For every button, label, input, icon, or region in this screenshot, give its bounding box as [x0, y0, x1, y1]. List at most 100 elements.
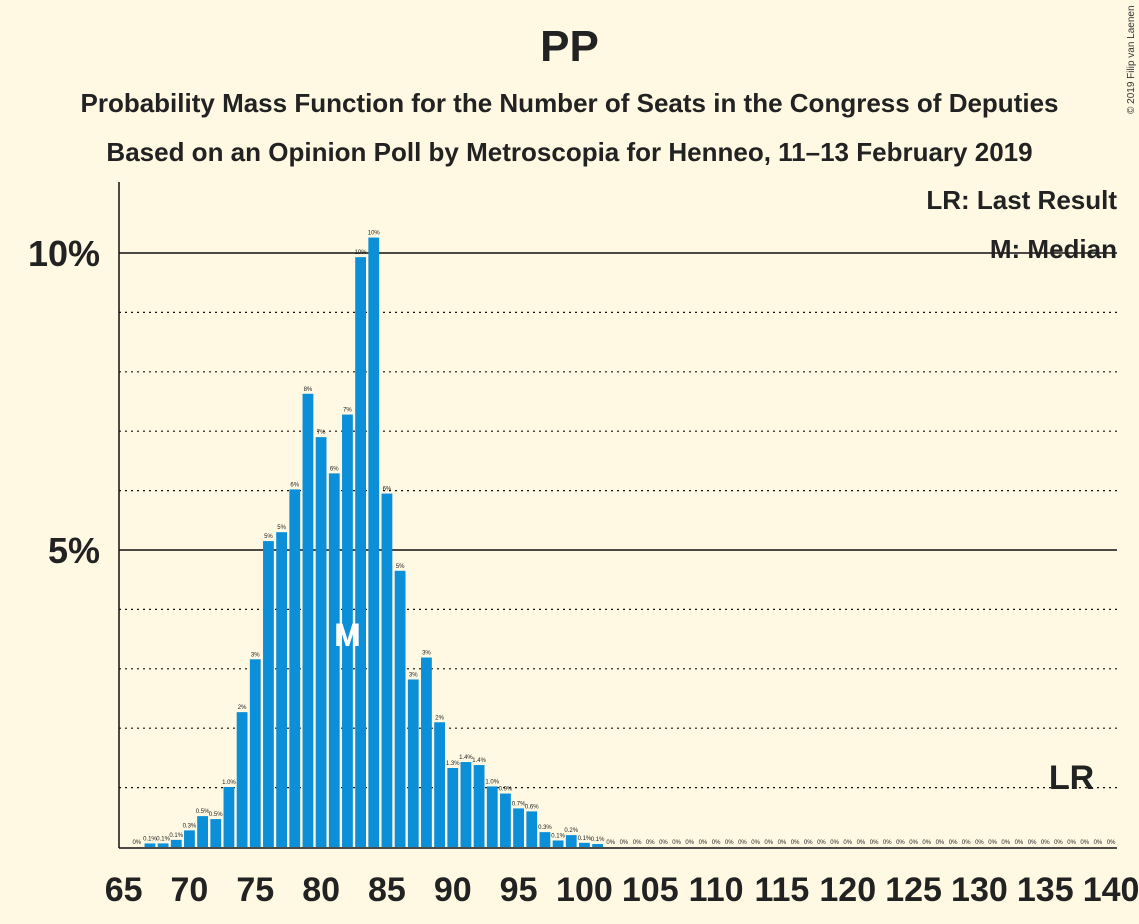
bar-label-80: 7%: [317, 430, 326, 436]
bar-label-76: 5%: [264, 534, 273, 540]
x-tick-95: 95: [500, 871, 538, 909]
bar-90: [447, 767, 459, 847]
bar-label-110: 0%: [712, 840, 721, 846]
bar-label-129: 0%: [962, 840, 971, 846]
bar-label-124: 0%: [896, 840, 905, 846]
bar-label-118: 0%: [817, 840, 826, 846]
x-tick-85: 85: [368, 871, 406, 909]
bar-label-138: 0%: [1080, 840, 1089, 846]
bar-68: [157, 843, 169, 847]
bar-label-103: 0%: [620, 840, 629, 846]
bar-label-108: 0%: [685, 840, 694, 846]
bar-label-94: 0.9%: [499, 787, 513, 793]
bar-86: [394, 570, 406, 847]
bar-label-82: 7%: [343, 408, 352, 414]
bar-label-88: 3%: [422, 651, 431, 657]
axes: [118, 182, 1117, 849]
bar-label-132: 0%: [1001, 840, 1010, 846]
bar-label-105: 0%: [646, 840, 655, 846]
bar-label-119: 0%: [830, 840, 839, 846]
bar-label-140: 0%: [1107, 840, 1116, 846]
bar-label-89: 2%: [435, 715, 444, 721]
legend-median: M: Median: [990, 234, 1117, 264]
bar-label-122: 0%: [870, 840, 879, 846]
bar-101: [592, 844, 603, 847]
bar-label-69: 0.1%: [169, 833, 183, 839]
bar-70: [184, 830, 195, 847]
bar-98: [552, 840, 564, 847]
bar-label-91: 1.4%: [459, 755, 473, 761]
bar-label-84: 10%: [368, 231, 381, 237]
bar-84: [368, 237, 380, 847]
bar-label-104: 0%: [633, 840, 642, 846]
y-tick-5: 5%: [48, 530, 100, 571]
bar-label-117: 0%: [804, 840, 813, 846]
bar-label-120: 0%: [843, 840, 852, 846]
bar-label-95: 0.7%: [512, 801, 526, 807]
x-tick-140: 140: [1083, 871, 1139, 909]
bar-label-121: 0%: [857, 840, 866, 846]
bar-label-123: 0%: [883, 840, 892, 846]
bar-label-126: 0%: [922, 840, 931, 846]
bar-81: [328, 473, 340, 847]
bar-label-101: 0.1%: [591, 837, 605, 843]
bar-87: [407, 679, 419, 847]
bar-76: [263, 541, 274, 847]
bar-label-81: 6%: [330, 466, 339, 472]
legend-last-result: LR: Last Result: [926, 185, 1117, 215]
bar-93: [486, 786, 498, 847]
bar-78: [289, 489, 301, 847]
bar-85: [381, 493, 393, 847]
last-result-marker: LR: [1049, 759, 1094, 797]
bar-label-109: 0%: [699, 840, 708, 846]
bar-label-77: 5%: [277, 525, 286, 531]
markers: M LR: [334, 617, 1094, 797]
x-tick-75: 75: [236, 871, 274, 909]
bar-label-71: 0.5%: [196, 809, 210, 815]
bar-80: [315, 437, 327, 847]
x-tick-105: 105: [622, 871, 679, 909]
bar-73: [223, 787, 235, 847]
bar-92: [473, 765, 485, 847]
bar-95: [513, 808, 524, 847]
bar-label-125: 0%: [909, 840, 918, 846]
bar-71: [197, 816, 209, 847]
bar-label-68: 0.1%: [156, 836, 170, 842]
bar-label-97: 0.3%: [538, 825, 552, 831]
x-tick-70: 70: [171, 871, 209, 909]
bar-91: [460, 762, 472, 847]
bar-label-131: 0%: [988, 840, 997, 846]
bar-88: [421, 657, 432, 847]
bar-label-133: 0%: [1015, 840, 1024, 846]
x-tick-labels: 65 70 75 80 85 90 95 100 105 110 115 120 125 130 135 14…: [105, 871, 1139, 909]
bar-label-139: 0%: [1094, 840, 1103, 846]
bar-label-83: 10%: [355, 250, 368, 256]
x-tick-120: 120: [819, 871, 876, 909]
bar-label-106: 0%: [659, 840, 668, 846]
bar-label-74: 2%: [238, 705, 247, 711]
bar-label-98: 0.1%: [551, 833, 565, 839]
bar-label-92: 1.4%: [472, 758, 486, 764]
x-tick-80: 80: [302, 871, 340, 909]
y-tick-labels: 5% 10%: [28, 233, 100, 571]
x-tick-110: 110: [689, 871, 744, 909]
bar-labels: 0%0.1% 0.1%0.1%0.3%0.5% 0.5%1.0%2%3%5%5%6%…: [132, 231, 1116, 846]
bar-75: [249, 659, 261, 847]
bar-label-67: 0.1%: [143, 836, 157, 842]
bar-label-87: 3%: [409, 672, 418, 678]
bar-label-78: 6%: [290, 482, 299, 488]
bar-label-130: 0%: [975, 840, 984, 846]
y-tick-10: 10%: [28, 233, 100, 274]
bar-label-96: 0.6%: [525, 804, 539, 810]
bar-label-79: 8%: [304, 387, 313, 393]
bar-label-137: 0%: [1067, 840, 1076, 846]
grid-lines: [119, 252, 1117, 789]
x-tick-135: 135: [1017, 871, 1074, 909]
median-marker: M: [334, 617, 361, 653]
bar-label-107: 0%: [672, 840, 681, 846]
bar-89: [434, 722, 445, 847]
bar-77: [276, 532, 288, 847]
bar-82: [342, 414, 353, 847]
bar-label-128: 0%: [949, 840, 958, 846]
